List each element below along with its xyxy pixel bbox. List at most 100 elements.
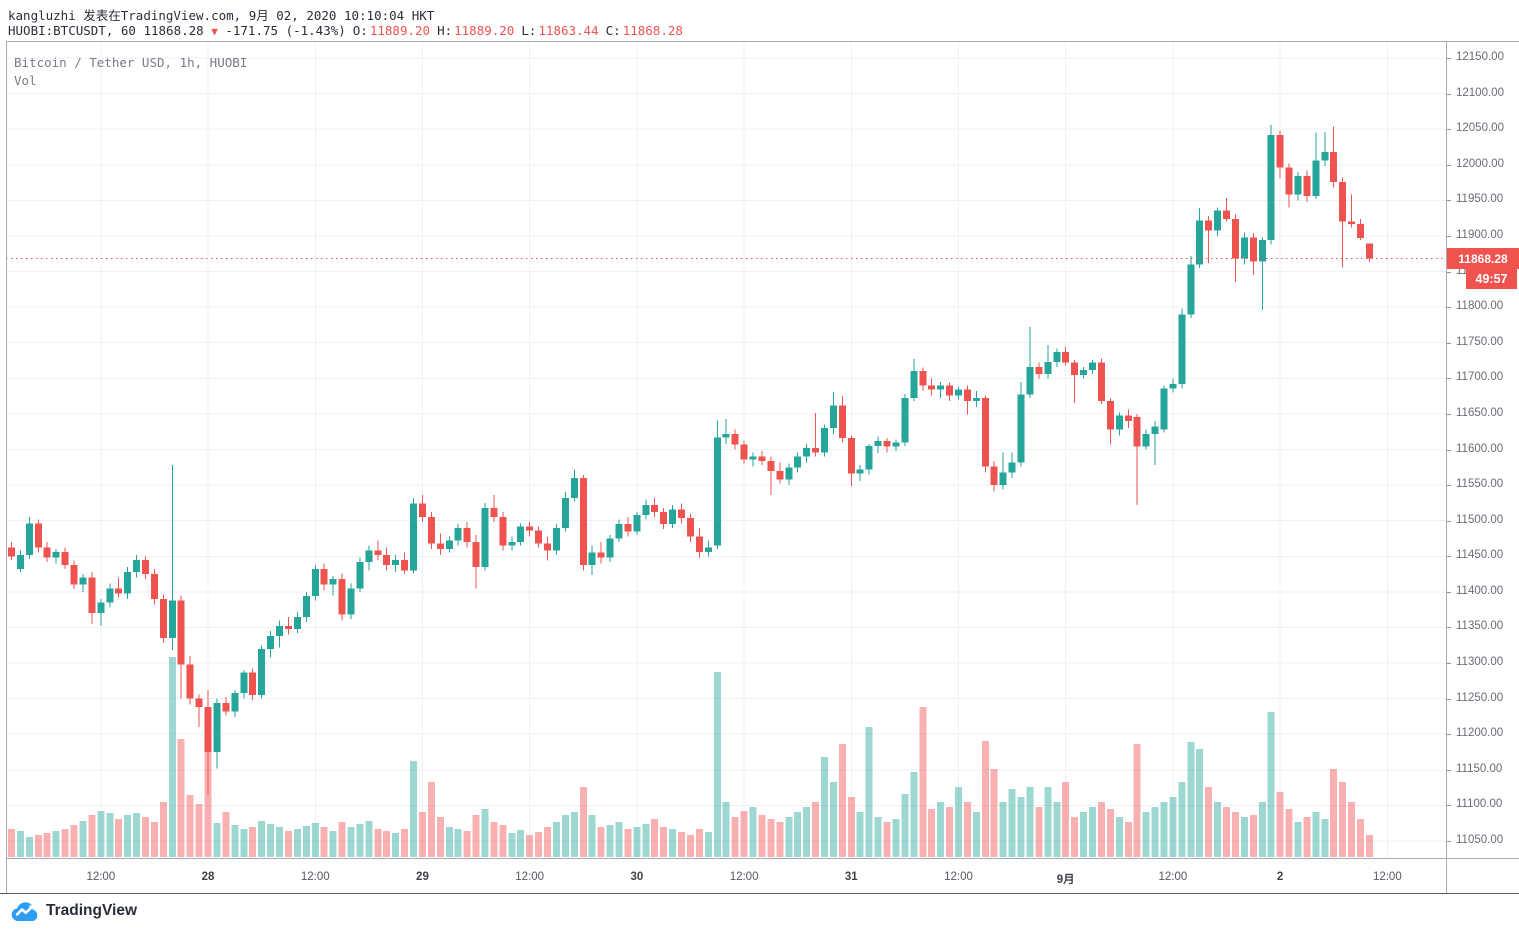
candle-body [1035,366,1043,375]
candle-body [231,692,239,712]
price-change: -171.75 (-1.43%) [225,23,346,38]
volume-bar [159,802,167,857]
volume-bar [1231,812,1239,857]
time-axis-label: 12:00 [944,871,973,883]
volume-bar [606,825,614,857]
candle-body [579,477,587,565]
volume-bar [1357,819,1365,857]
volume-bar [856,812,864,857]
volume-bar [34,835,42,857]
open-value: 11889.20 [369,23,431,38]
price-axis-tick [1446,591,1451,593]
volume-bar [865,727,873,857]
price-axis-tick [1446,307,1451,309]
candle-body [1089,362,1097,370]
volume-bar [776,822,784,857]
candle-body [1312,160,1320,197]
volume-bar [722,802,730,857]
time-axis-label: 29 [416,871,429,883]
volume-bar [88,815,96,857]
volume-bar [1223,807,1231,857]
volume-bar [874,817,882,857]
price-axis-label: 11600.00 [1456,442,1504,455]
price-axis-tick [1446,841,1451,842]
volume-bar [499,825,507,857]
price-axis-tick [1446,200,1451,202]
last-price-tag: 11868.28 [1447,248,1519,270]
volume-bar [633,827,641,857]
volume-bar [713,672,721,857]
candle-body [204,707,212,753]
high-label: H: [437,23,453,38]
candle-body [1071,362,1079,375]
volume-bar [838,744,846,857]
candle-body [1249,237,1257,262]
price-axis-tick [1446,734,1451,736]
candle-body [526,526,534,531]
candle-body [1231,218,1239,259]
volume-bar [106,813,114,857]
volume-bar [704,832,712,857]
price-chart[interactable] [6,41,1446,858]
candle-body [481,507,489,567]
tradingview-logo-link[interactable]: TradingView [10,900,137,922]
volume-bar [695,829,703,857]
candle-body [1026,366,1034,395]
volume-bar [1071,817,1079,857]
candle-body [740,444,748,460]
candle-body [1303,176,1311,197]
candle-body [1133,416,1141,447]
candle-body [1008,462,1016,473]
price-axis-label: 11800.00 [1456,300,1504,313]
candle-body [544,543,552,551]
candle-body [865,445,873,470]
candle-body [812,448,820,453]
volume-bar [910,772,918,857]
candle-body [1044,361,1052,375]
volume-legend[interactable]: Vol [14,73,37,88]
candle-body [1365,243,1373,259]
volume-bar [240,829,248,857]
volume-bar [392,833,400,857]
candle-body [1223,210,1231,219]
series-legend[interactable]: Bitcoin / Tether USD, 1h, HUOBI [14,55,248,70]
volume-bar [1330,769,1338,857]
volume-bar [472,815,480,857]
volume-bar [990,769,998,857]
candle-body [240,672,248,693]
candle-body [722,433,730,438]
candle-body [633,514,641,532]
candle-body [374,550,382,555]
candle-body [847,438,855,474]
candle-body [392,559,400,565]
time-axis-label: 12:00 [300,871,330,883]
candle-body [1187,264,1195,315]
candle-body [302,596,310,617]
volume-bar [731,817,739,857]
price-axis-label: 11950.00 [1456,193,1504,206]
volume-bar [1160,802,1168,857]
volume-bar [651,819,659,857]
candle-body [1097,362,1105,402]
candle-body [150,574,158,599]
candle-body [177,600,185,665]
candle-body [1330,151,1338,182]
price-axis-tick [1446,413,1451,415]
time-axis-label: 28 [201,871,215,883]
volume-bar [97,811,105,857]
candle-body [713,437,721,546]
candle-body [928,385,936,390]
volume-bar [1348,802,1356,857]
price-axis-tick [1446,164,1451,166]
candle-body [1348,221,1356,224]
candle-body [88,577,96,614]
price-axis-label: 11700.00 [1456,371,1504,384]
candle-body [570,477,578,498]
price-axis-tick [1446,93,1451,95]
volume-bar [883,822,891,857]
candle-body [517,526,525,543]
time-axis-label: 12:00 [1158,871,1188,883]
price-down-arrow-icon: ▼ [211,25,218,38]
candle-body [955,389,963,396]
candle-body [1240,237,1248,259]
